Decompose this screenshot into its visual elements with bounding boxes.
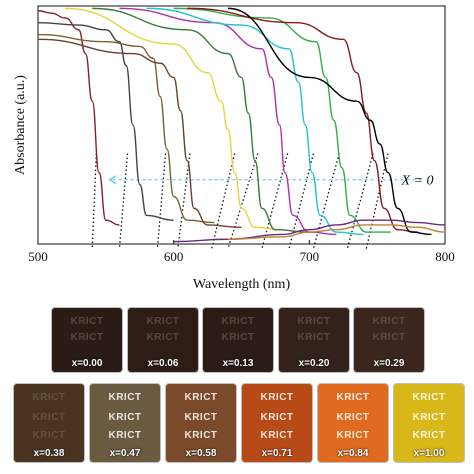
- film-composition-label: x=0.38: [33, 448, 65, 459]
- film-word: KRICT: [297, 316, 331, 327]
- film-word: KRICT: [412, 412, 446, 423]
- dotted-line-2: [156, 153, 167, 249]
- film-sample-5: KRICT KRICT KRICT x=0.38: [14, 384, 84, 462]
- series-line-5: [92, 7, 310, 233]
- film-sample-0: KRICT KRICT x=0.00: [52, 308, 122, 372]
- film-composition-label: x=0.29: [373, 358, 405, 369]
- film-word: KRICT: [70, 316, 104, 327]
- film-composition-label: x=0.06: [147, 358, 179, 369]
- dotted-line-8: [312, 153, 340, 249]
- film-word: KRICT: [260, 392, 294, 403]
- film-word: KRICT: [32, 392, 66, 403]
- film-word: KRICT: [221, 332, 255, 343]
- series-line-3: [37, 38, 242, 229]
- film-word: KRICT: [297, 332, 331, 343]
- chart-svg: 500 600 700 800 Wavelength (nm) Absorbance (a…: [13, 5, 455, 292]
- film-word: KRICT: [336, 412, 370, 423]
- dotted-line-7: [288, 153, 315, 249]
- film-sample-7: KRICT KRICT KRICT x=0.58: [166, 384, 236, 462]
- annotation-text: X = 0: [401, 174, 434, 189]
- dotted-line-0: [91, 153, 97, 249]
- film-composition-label: x=0.13: [222, 358, 254, 369]
- film-sample-1: KRICT KRICT x=0.06: [128, 308, 198, 372]
- film-word: KRICT: [184, 412, 218, 423]
- x-tick-label-2: 700: [300, 249, 320, 264]
- annotation-arrowhead: [108, 175, 117, 185]
- film-word: KRICT: [336, 430, 370, 441]
- x-tick-label-3: 800: [435, 249, 455, 264]
- x-tick-label-1: 600: [164, 249, 184, 264]
- film-word: KRICT: [412, 430, 446, 441]
- film-word: KRICT: [146, 332, 180, 343]
- series-line-9: [187, 7, 418, 233]
- dotted-line-6: [261, 153, 289, 249]
- series-line-8: [173, 7, 391, 233]
- dotted-line-5: [227, 153, 259, 249]
- dotted-line-4: [211, 153, 236, 249]
- film-word: KRICT: [70, 332, 104, 343]
- film-word: KRICT: [108, 412, 142, 423]
- film-sample-4: KRICT KRICT x=0.29: [354, 308, 424, 372]
- film-composition-label: x=0.58: [185, 448, 217, 459]
- dotted-line-10: [365, 153, 389, 249]
- plot-frame: [37, 5, 446, 245]
- film-sample-10: KRICT KRICT KRICT x=1.00: [394, 384, 464, 462]
- film-sample-6: KRICT KRICT KRICT x=0.47: [90, 384, 160, 462]
- film-word: KRICT: [108, 430, 142, 441]
- film-photo-panel: KRICT KRICT x=0.00 KRICT KRICT x=0.06 KRICT KRI…: [0, 302, 474, 474]
- film-sample-3: KRICT KRICT x=0.20: [279, 308, 349, 372]
- film-word: KRICT: [372, 316, 406, 327]
- film-composition-label: x=1.00: [413, 448, 445, 459]
- film-word: KRICT: [260, 412, 294, 423]
- film-sample-9: KRICT KRICT KRICT x=0.84: [318, 384, 388, 462]
- film-composition-label: x=0.20: [298, 358, 330, 369]
- film-composition-label: x=0.84: [337, 448, 369, 459]
- film-word: KRICT: [260, 430, 294, 441]
- y-axis-label: Absorbance (a.u.): [13, 75, 28, 175]
- film-word: KRICT: [221, 316, 255, 327]
- series-line-12: [227, 224, 446, 240]
- series-line-2: [37, 33, 215, 224]
- series-line-7: [146, 7, 364, 236]
- x-axis-label: Wavelength (nm): [193, 277, 291, 292]
- film-composition-label: x=0.00: [71, 358, 103, 369]
- film-word: KRICT: [372, 332, 406, 343]
- film-word: KRICT: [146, 316, 180, 327]
- film-word: KRICT: [32, 412, 66, 423]
- series-line-10: [227, 7, 432, 236]
- dotted-line-3: [177, 153, 191, 249]
- series-line-1: [37, 21, 174, 221]
- film-word: KRICT: [108, 392, 142, 403]
- x-tick-label-0: 500: [28, 249, 48, 264]
- film-sample-8: KRICT KRICT KRICT x=0.71: [242, 384, 312, 462]
- film-word: KRICT: [336, 392, 370, 403]
- film-word: KRICT: [412, 392, 446, 403]
- film-word: KRICT: [184, 430, 218, 441]
- film-composition-label: x=0.47: [109, 448, 141, 459]
- series-line-4: [65, 7, 283, 231]
- dotted-line-1: [118, 153, 129, 249]
- film-sample-2: KRICT KRICT x=0.13: [203, 308, 273, 372]
- series-line-0: [37, 10, 120, 226]
- absorbance-chart: 500 600 700 800 Wavelength (nm) Absorbance (a…: [13, 5, 455, 292]
- film-composition-label: x=0.71: [261, 448, 293, 459]
- film-word: KRICT: [32, 430, 66, 441]
- dotted-line-9: [346, 153, 374, 249]
- film-word: KRICT: [184, 392, 218, 403]
